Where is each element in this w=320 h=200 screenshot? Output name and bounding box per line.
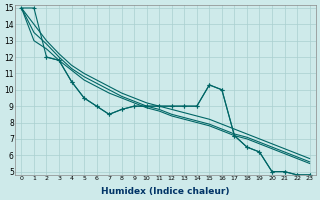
X-axis label: Humidex (Indice chaleur): Humidex (Indice chaleur) [101,187,230,196]
